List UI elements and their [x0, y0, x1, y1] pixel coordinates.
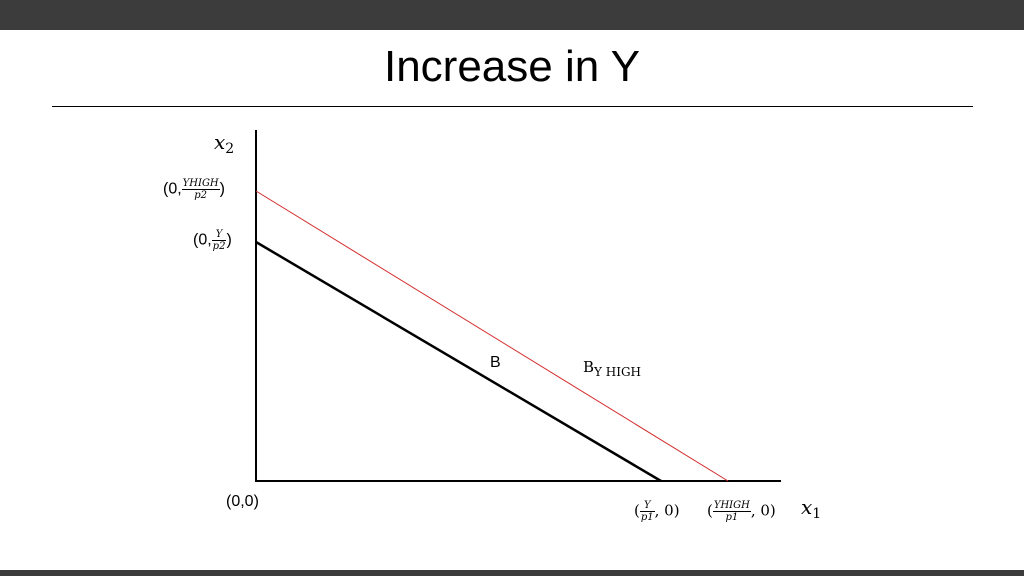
x-intercept-yhigh-fraction: YHIGH p1: [712, 500, 751, 523]
fraction-denominator: p2: [212, 241, 226, 252]
fraction-denominator: p2: [194, 190, 208, 201]
x-intercept-yhigh: (YHIGH p1, 0): [707, 500, 776, 523]
x-axis-sub: 1: [812, 506, 822, 522]
origin-label: (0,0): [226, 493, 259, 510]
y-axis-sub: 2: [225, 141, 235, 157]
x-axis-label: x1: [801, 495, 821, 522]
fraction-numerator: Y: [211, 229, 227, 241]
title-divider: [52, 106, 973, 107]
x-intercept-y-prefix: (: [634, 501, 640, 520]
y-intercept-yhigh-suffix: ): [219, 180, 225, 198]
y-intercept-yhigh-prefix: (0,: [163, 180, 182, 198]
y-intercept-yhigh: (0, YHIGH p2): [163, 178, 225, 201]
y-intercept-y-prefix: (0,: [193, 231, 212, 249]
y-intercept-y-suffix: ): [226, 231, 232, 249]
fraction-denominator: p1: [640, 512, 654, 523]
budget-line-b-label: B: [490, 354, 501, 371]
x-axis-var: x: [801, 495, 813, 519]
x-intercept-yhigh-suffix: , 0): [750, 501, 776, 520]
fraction-denominator: p1: [725, 512, 739, 523]
budget-line-y-high: [255, 190, 729, 482]
bottom-bar: [0, 570, 1024, 576]
slide-title: Increase in Y: [383, 42, 640, 91]
fraction-numerator: Y: [639, 500, 655, 512]
budget-line-y-high-sub: Y HIGH: [594, 365, 642, 379]
budget-line-y-high-label: BY HIGH: [583, 358, 641, 379]
top-bar: [0, 0, 1024, 30]
y-axis-var: x: [214, 130, 226, 154]
fraction-numerator: YHIGH: [181, 178, 220, 190]
budget-line-b: [255, 240, 662, 483]
budget-line-y-high-main: B: [583, 358, 595, 376]
fraction-numerator: YHIGH: [712, 500, 751, 512]
y-axis-label: x2: [214, 130, 234, 157]
x-intercept-y-suffix: , 0): [654, 501, 680, 520]
y-intercept-yhigh-fraction: YHIGH p2: [181, 178, 220, 201]
x-intercept-yhigh-prefix: (: [707, 501, 713, 520]
